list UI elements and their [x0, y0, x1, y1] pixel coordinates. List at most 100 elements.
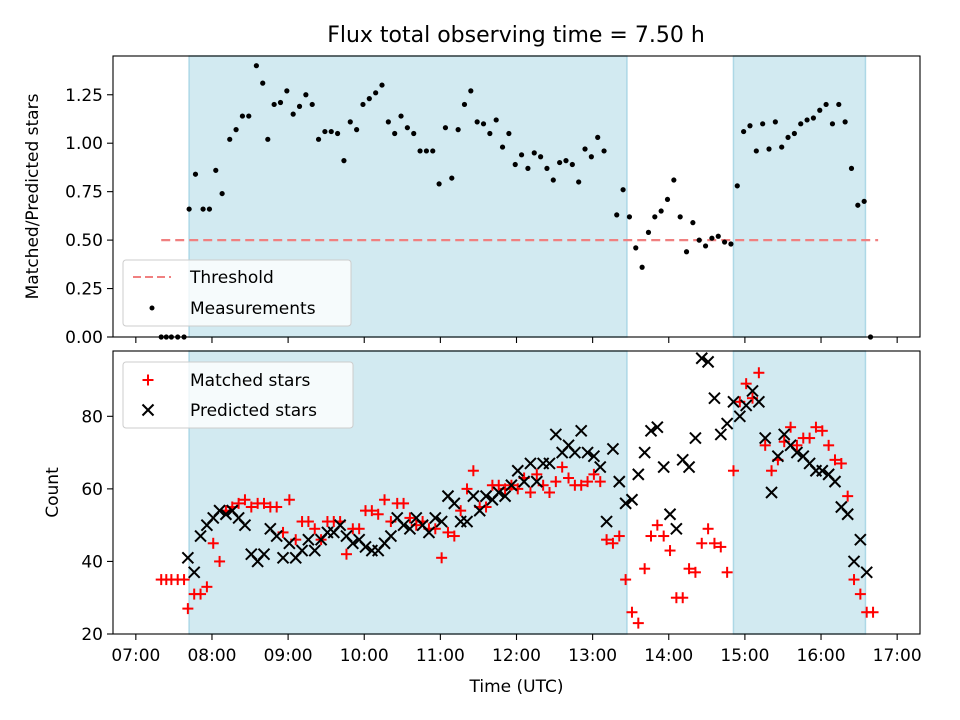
matched-star-point	[182, 603, 194, 615]
cross-b	[403, 522, 417, 535]
predicted-star-point	[276, 551, 290, 565]
predicted-star-point	[397, 518, 410, 532]
measurement-point	[265, 136, 271, 142]
cross-b	[505, 479, 518, 492]
matched-star-point	[613, 530, 625, 542]
matched-star-point	[601, 534, 613, 546]
cross-b	[663, 508, 677, 521]
cross-b	[340, 529, 353, 543]
matched-star-point	[842, 490, 854, 502]
cross-b	[422, 526, 436, 539]
predicted-star-point	[435, 515, 448, 528]
bottom-legend: Matched stars Predicted stars	[122, 361, 354, 429]
shaded-interval-2	[732, 55, 867, 338]
measurement-point	[487, 130, 493, 137]
shaded-interval-2	[732, 350, 867, 635]
matched-star-point	[524, 487, 536, 498]
cross-b	[391, 511, 404, 525]
cross-b	[714, 428, 727, 441]
predicted-star-point	[841, 508, 854, 521]
predicted-star-point	[739, 399, 753, 412]
cross-b	[625, 493, 639, 506]
measurement-point	[779, 144, 785, 150]
measurement-point	[563, 158, 569, 164]
cross-b	[613, 475, 626, 488]
matched-star-point	[442, 526, 454, 538]
x-tick-label: 12:00	[492, 646, 541, 666]
measurement-point	[392, 130, 398, 137]
matched-star-point	[594, 476, 606, 488]
measurement-point	[766, 146, 772, 152]
measurement-point	[614, 212, 620, 218]
cross-b	[739, 399, 753, 412]
predicted-star-point	[219, 508, 233, 521]
matched-star-point	[689, 566, 701, 578]
x-axis-label: Time (UTC)	[469, 677, 564, 697]
matched-star-point	[708, 537, 720, 549]
predicted-star-point	[429, 511, 442, 525]
cross-b	[619, 497, 632, 510]
predicted-star-point	[746, 384, 759, 398]
cross-b	[270, 529, 283, 543]
bottom-y-axis-label: Count	[43, 467, 63, 518]
matched-star-point	[302, 516, 314, 528]
measurement-point	[557, 159, 563, 166]
measurement-point	[379, 82, 385, 88]
cross-b	[257, 547, 271, 561]
cross-b	[308, 544, 321, 557]
x-tick-label: 10:00	[340, 646, 389, 666]
cross-b	[232, 511, 245, 525]
matched-star-point	[867, 606, 879, 618]
measurement-point	[817, 107, 823, 113]
predicted-star-point	[695, 352, 708, 365]
measurement-point	[341, 158, 347, 164]
measurement-point	[373, 90, 379, 96]
cross-b	[600, 515, 613, 528]
measurement-point	[753, 148, 759, 154]
measurement-point	[690, 220, 696, 226]
cross-b	[860, 566, 873, 579]
measurement-point	[620, 187, 626, 193]
predicted-star-point	[302, 533, 315, 546]
measurement-point	[246, 113, 252, 119]
legend-matched-swatch	[142, 374, 154, 386]
cross-b	[511, 464, 524, 477]
legend-matched-label: Matched stars	[190, 371, 310, 391]
matched-star-point	[461, 483, 473, 495]
predicted-star-point	[644, 424, 658, 438]
matched-star-point	[379, 494, 391, 506]
measurement-point	[506, 130, 512, 137]
measurement-point	[810, 115, 817, 121]
y-tick-label: 0.75	[65, 183, 103, 203]
measurement-point	[829, 121, 836, 127]
cross-b	[752, 395, 766, 409]
measurement-point	[626, 214, 633, 220]
predicted-star-point	[568, 446, 582, 459]
cross-b	[758, 431, 772, 445]
cross-b	[657, 460, 670, 474]
cross-b	[460, 515, 474, 528]
x-tick-label: 17:00	[873, 646, 922, 666]
cross-b	[670, 522, 683, 535]
top-legend: Threshold Measurements	[122, 259, 352, 327]
measurement-point	[449, 175, 455, 181]
measurement-point	[233, 127, 239, 133]
measurement-point	[804, 117, 810, 123]
legend-measurements-swatch	[149, 305, 155, 311]
matched-star-point	[258, 497, 270, 509]
predicted-star-point	[600, 515, 613, 528]
x-tick-label: 09:00	[264, 646, 313, 666]
measurement-point	[702, 243, 709, 249]
predicted-star-point	[758, 431, 772, 445]
measurement-point	[677, 214, 683, 220]
measurement-point	[499, 144, 506, 150]
measurement-point	[290, 111, 296, 117]
matched-star-point	[632, 617, 644, 629]
cross-b	[188, 566, 201, 579]
matched-star-point	[645, 530, 657, 542]
y-tick-label: 80	[81, 407, 103, 427]
predicted-star-point	[638, 446, 651, 459]
matched-star-point	[829, 454, 841, 466]
measurement-point	[322, 128, 328, 135]
matched-star-point	[563, 472, 575, 484]
